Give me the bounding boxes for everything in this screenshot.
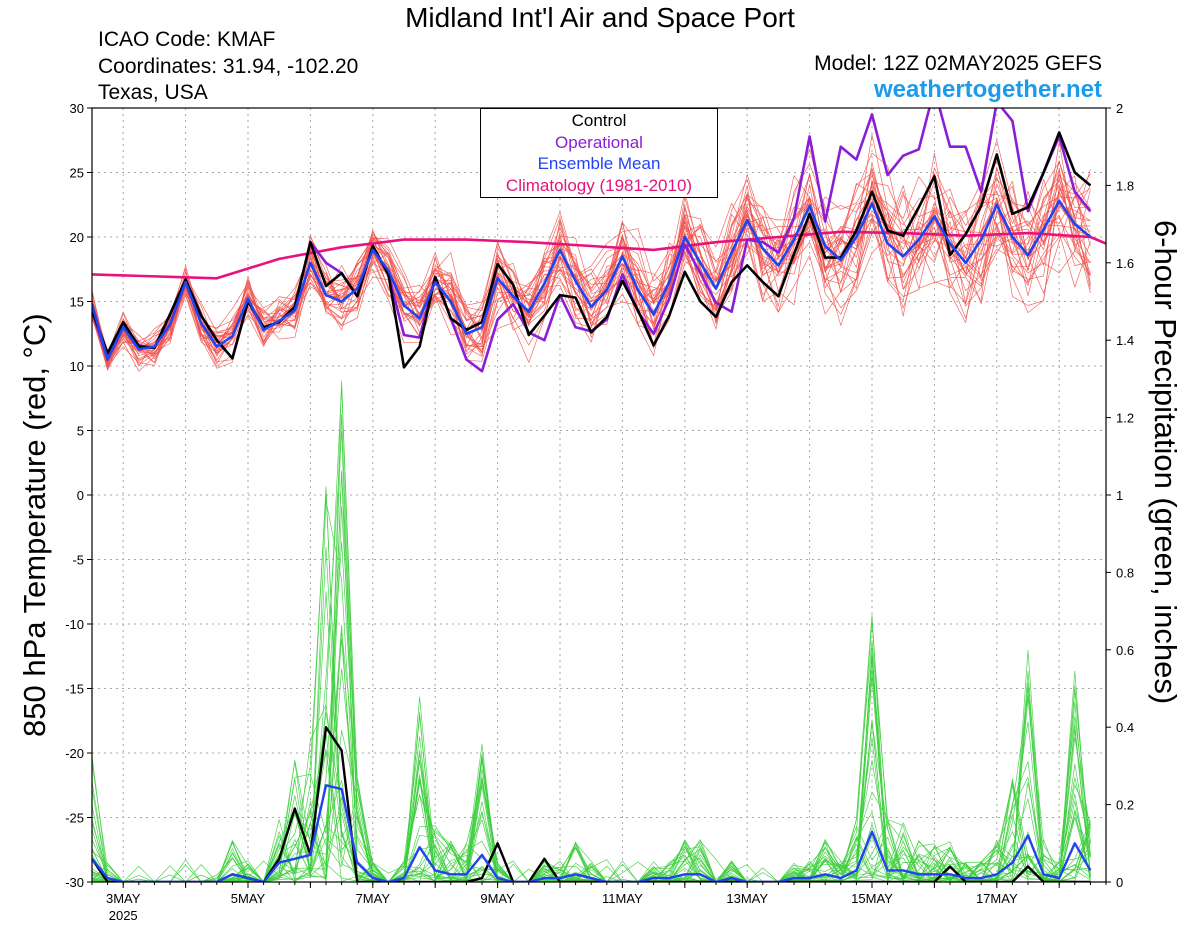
y-tick-label-left: 5 — [77, 424, 84, 439]
y-tick-label-left: 15 — [70, 295, 84, 310]
precipitation-member-line — [92, 624, 1091, 882]
precipitation-member-line — [92, 729, 1091, 882]
temperature-member-line — [92, 190, 1091, 356]
precipitation-member-line — [92, 413, 1091, 882]
precipitation-member-line — [92, 630, 1091, 882]
precipitation-member-line — [92, 737, 1091, 882]
x-tick-label: 5MAY — [231, 891, 266, 906]
precipitation-member-line — [92, 506, 1091, 882]
temperature-member-line — [92, 180, 1091, 363]
main-series-lines — [92, 108, 1106, 882]
grid-lines — [92, 108, 1106, 882]
y-axis-label-left: 850 hPa Temperature (red, °C) — [17, 313, 52, 737]
precipitation-member-line — [92, 650, 1091, 882]
y-axis-label-right: 6-hour Precipitation (green, inches) — [1148, 220, 1183, 705]
temperature-member-line — [92, 190, 1091, 366]
x-tick-sublabel: 2025 — [109, 908, 138, 923]
precipitation-member-line — [92, 486, 1091, 882]
precipitation-member-line — [92, 649, 1091, 882]
x-tick-label: 9MAY — [480, 891, 515, 906]
y-tick-label-left: -30 — [65, 875, 84, 890]
model-run: Model: 12Z 02MAY2025 GEFS — [814, 52, 1102, 75]
y-tick-label-right: 1.6 — [1116, 256, 1134, 271]
precipitation-member-line — [92, 430, 1091, 882]
precipitation-member-line — [92, 614, 1091, 882]
x-tick-label: 3MAY — [106, 891, 141, 906]
icao-code: ICAO Code: KMAF — [98, 28, 276, 51]
y-tick-label-right: 1 — [1116, 488, 1123, 503]
ensemble-mean-line — [92, 199, 1092, 361]
temperature-member-line — [92, 180, 1091, 366]
precipitation-member-line — [92, 385, 1091, 882]
y-tick-label-right: 0.4 — [1116, 720, 1134, 735]
y-tick-label-left: 20 — [70, 230, 84, 245]
y-tick-label-left: -20 — [65, 746, 84, 761]
precipitation-member-line — [92, 500, 1091, 882]
y-tick-label-right: 0 — [1116, 875, 1123, 890]
y-tick-label-right: 0.2 — [1116, 798, 1134, 813]
legend-control: Control — [571, 111, 627, 130]
climatology-line — [92, 230, 1106, 280]
temperature-member-line — [92, 152, 1091, 361]
precipitation-member-line — [92, 470, 1091, 882]
legend-operational: Operational — [555, 132, 643, 152]
x-tick-label: 7MAY — [356, 891, 391, 906]
y-tick-label-right: 1.2 — [1116, 411, 1134, 426]
x-tick-label: 17MAY — [976, 891, 1018, 906]
coordinates: Coordinates: 31.94, -102.20 — [98, 55, 359, 78]
x-tick-label: 13MAY — [726, 891, 768, 906]
y-tick-label-left: 10 — [70, 359, 84, 374]
precipitation-member-line — [92, 591, 1091, 882]
precipitation-member-line — [92, 546, 1091, 882]
y-tick-label-left: 30 — [70, 101, 84, 116]
y-tick-label-left: 0 — [77, 488, 84, 503]
y-tick-label-left: 25 — [70, 166, 84, 181]
legend-ensemble-mean: Ensemble Mean — [537, 154, 661, 173]
y-tick-label-right: 2 — [1116, 101, 1123, 116]
y-tick-label-left: -15 — [65, 682, 84, 697]
chart-title: Midland Int'l Air and Space Port — [405, 2, 795, 33]
y-tick-label-right: 0.6 — [1116, 643, 1134, 658]
temperature-member-line — [92, 188, 1091, 360]
x-tick-label: 11MAY — [602, 891, 643, 906]
legend-climatology: Climatology (1981-2010) — [505, 175, 693, 195]
website-link[interactable]: weathertogether.net — [873, 76, 1102, 103]
y-tick-label-left: -10 — [65, 617, 84, 632]
precipitation-member-line — [92, 541, 1091, 882]
y-tick-label-right: 1.4 — [1116, 333, 1134, 348]
y-tick-label-right: 0.8 — [1116, 565, 1134, 580]
axes: 302520151050-5-10-15-20-25-3021.81.61.41… — [65, 101, 1134, 923]
temperature-member-line — [92, 141, 1091, 364]
precipitation-member-line — [92, 490, 1091, 882]
precipitation-member-line — [92, 472, 1091, 882]
y-tick-label-right: 1.8 — [1116, 178, 1134, 193]
precipitation-lines — [92, 380, 1091, 882]
ensemble-mean-precipitation-line — [92, 784, 1092, 882]
y-tick-label-left: -5 — [72, 553, 84, 568]
region: Texas, USA — [98, 81, 208, 104]
precipitation-member-line — [92, 668, 1091, 882]
legend: Control Operational Ensemble Mean Climat… — [480, 108, 718, 198]
y-tick-label-left: -25 — [65, 811, 84, 826]
precipitation-member-line — [92, 380, 1091, 882]
temperature-member-line — [92, 166, 1091, 372]
x-tick-label: 15MAY — [851, 891, 893, 906]
precipitation-member-line — [92, 695, 1091, 882]
